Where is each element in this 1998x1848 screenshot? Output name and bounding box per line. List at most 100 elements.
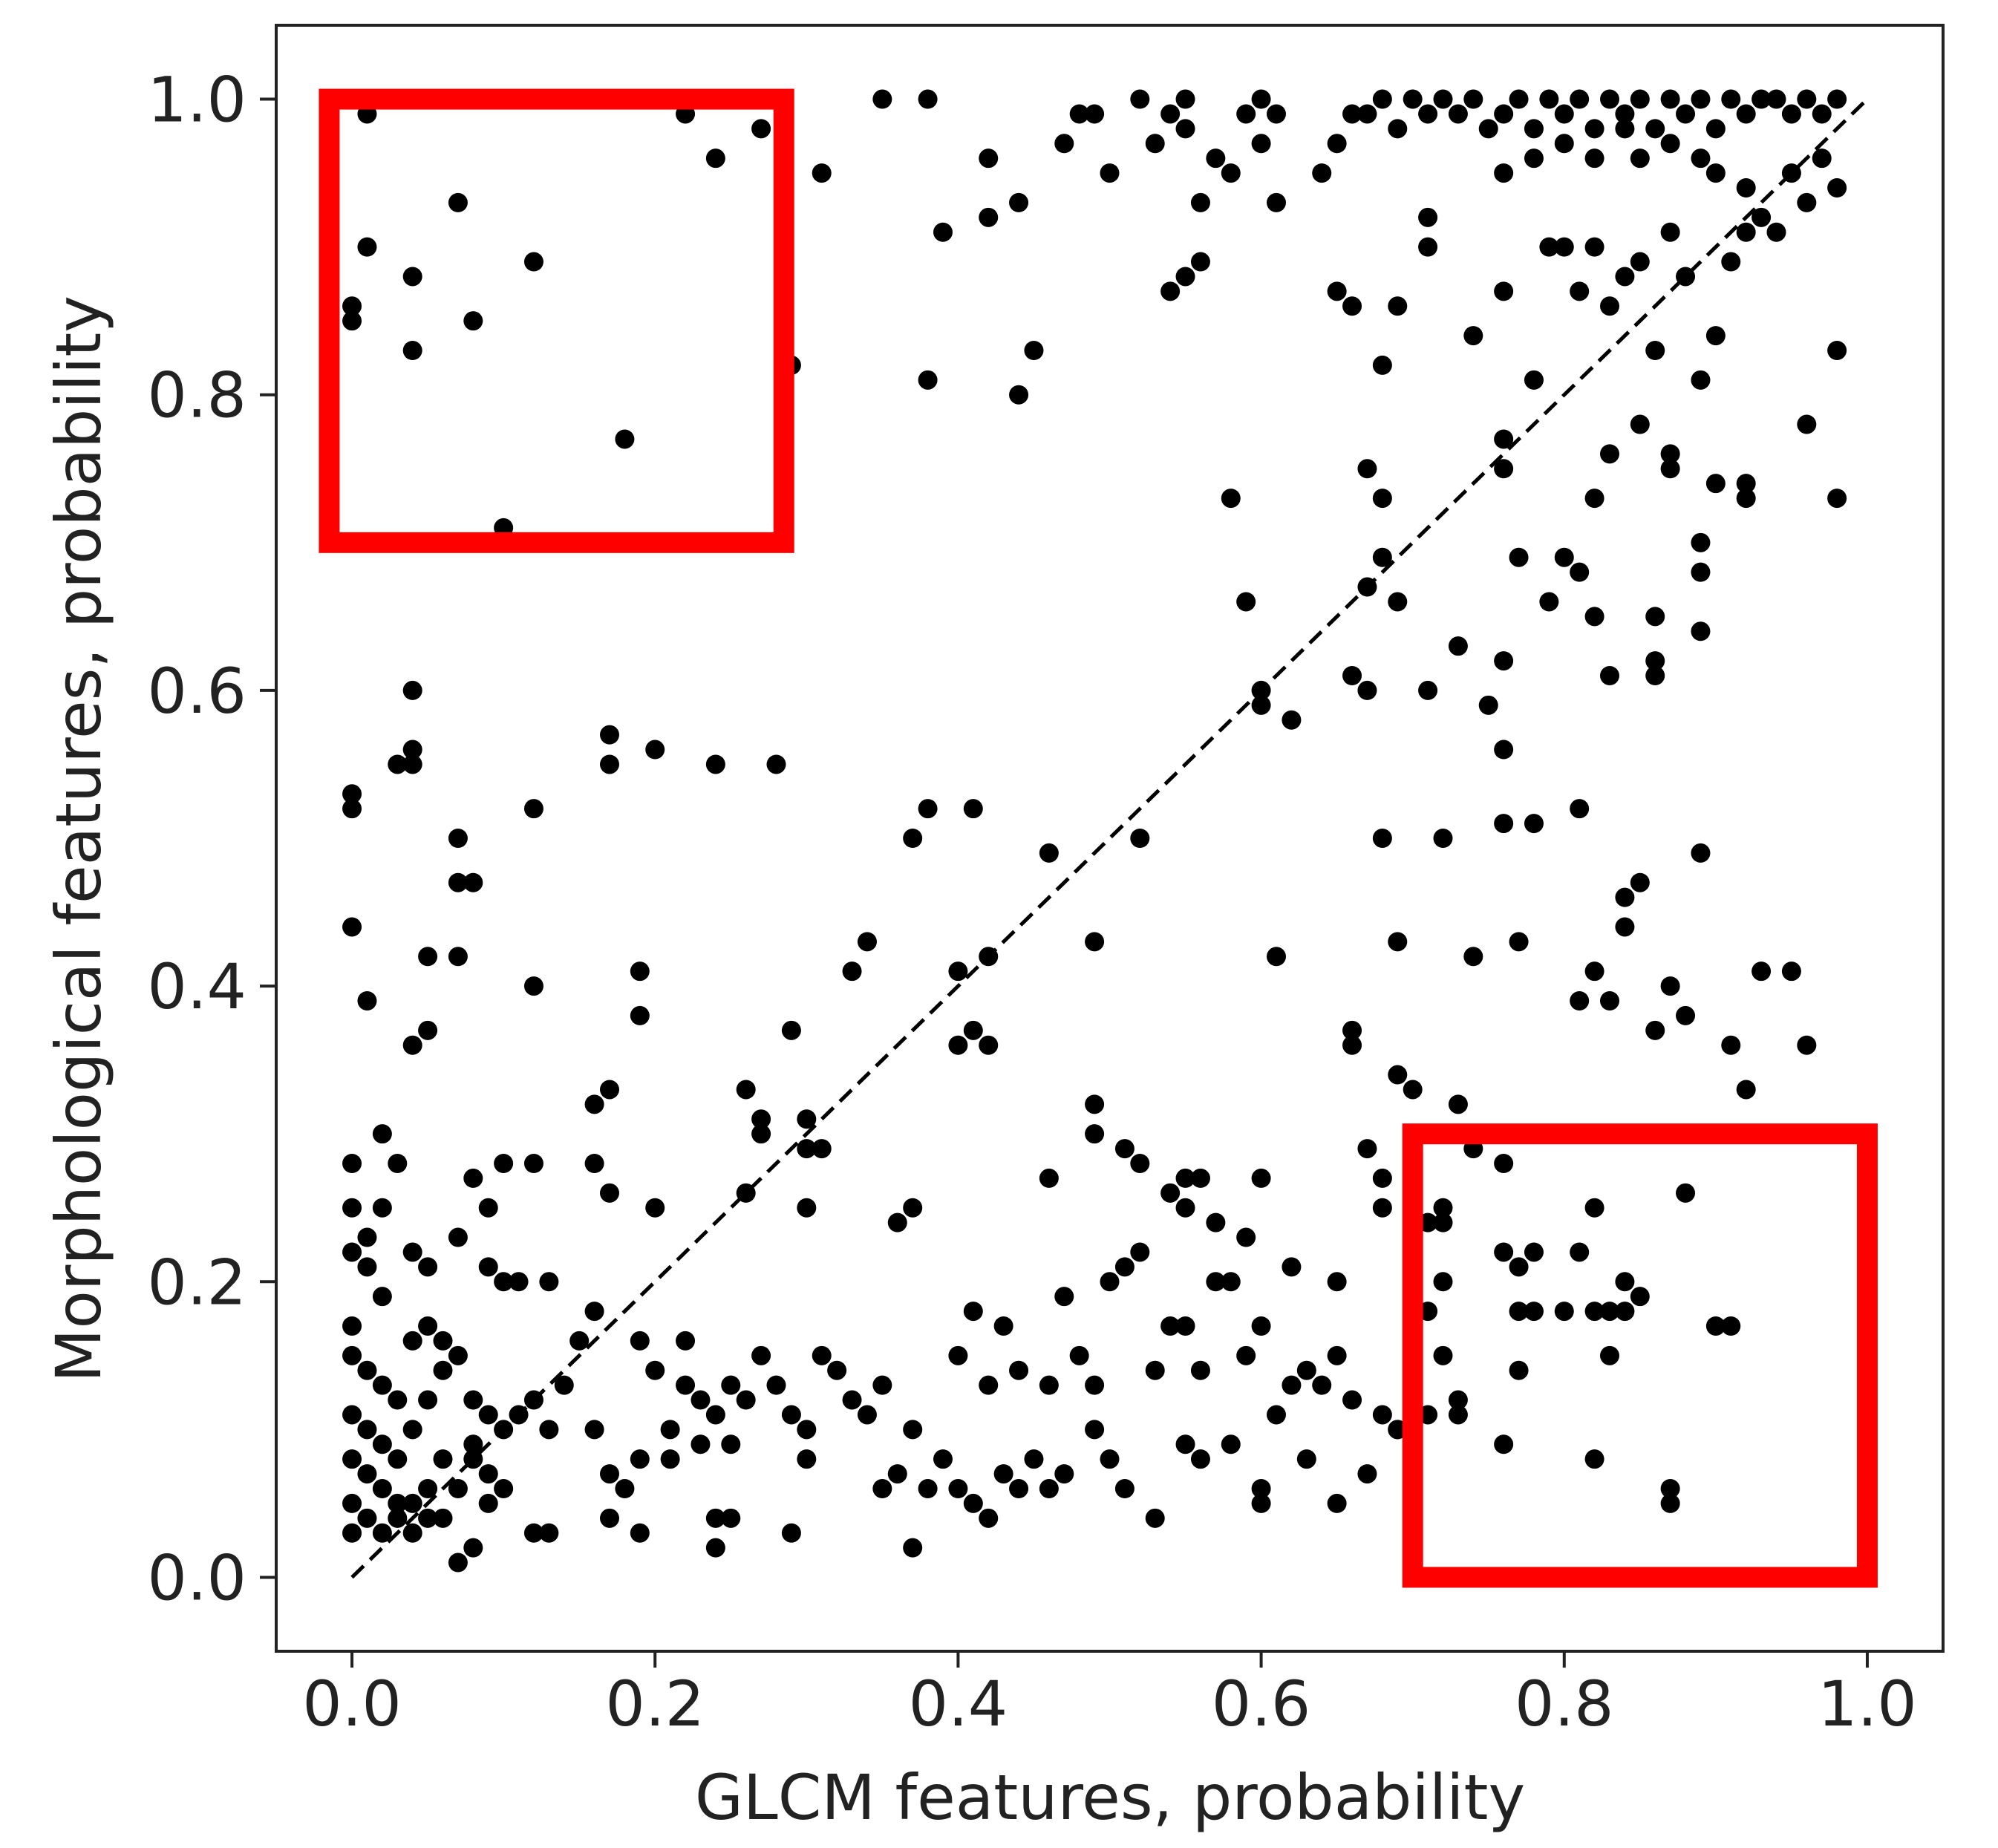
data-point — [342, 1493, 362, 1513]
data-point — [676, 1331, 696, 1351]
data-point — [569, 1331, 590, 1351]
data-point — [1433, 1212, 1453, 1232]
data-point — [1705, 1316, 1726, 1336]
data-point — [1705, 119, 1726, 139]
data-point — [1372, 1405, 1392, 1425]
data-point — [372, 1124, 392, 1144]
data-point — [357, 991, 377, 1010]
data-point — [1705, 474, 1726, 494]
data-point — [1827, 89, 1847, 109]
data-point — [812, 1345, 832, 1365]
data-point — [1570, 562, 1590, 582]
data-point — [539, 1523, 559, 1543]
data-point — [1388, 932, 1408, 952]
data-point — [1342, 296, 1362, 316]
data-point — [600, 1464, 619, 1484]
data-point — [979, 1508, 999, 1528]
data-point — [342, 1345, 362, 1365]
data-point — [751, 1109, 771, 1129]
data-point — [418, 1020, 438, 1040]
data-point — [1721, 89, 1741, 109]
data-point — [1494, 814, 1514, 834]
data-point — [736, 1080, 756, 1100]
data-point — [402, 1523, 422, 1543]
data-point — [1342, 666, 1362, 685]
data-point — [1327, 281, 1347, 301]
plot-frame — [275, 24, 1945, 1653]
data-point — [584, 1094, 604, 1114]
data-point — [1357, 104, 1377, 124]
data-point — [600, 1080, 619, 1100]
data-point — [1357, 459, 1377, 479]
data-point — [1100, 163, 1120, 183]
data-point — [1221, 1272, 1241, 1292]
data-point — [781, 1405, 801, 1425]
data-point — [797, 1139, 817, 1159]
data-point — [357, 1360, 377, 1380]
data-points-layer — [342, 89, 1847, 1573]
highlight-boxes-layer — [319, 88, 1878, 1588]
data-point — [388, 1449, 408, 1469]
data-point — [1827, 341, 1847, 360]
data-point — [402, 754, 422, 774]
data-point — [600, 725, 619, 745]
data-point — [418, 1390, 438, 1410]
data-point — [1357, 1464, 1377, 1484]
y-tick-label: 0.0 — [147, 1541, 247, 1614]
data-point — [1130, 89, 1150, 109]
data-point — [903, 1420, 923, 1440]
data-point — [1736, 474, 1756, 494]
data-point — [1251, 89, 1271, 109]
x-tick-label: 0.2 — [605, 1668, 705, 1740]
data-point — [645, 1360, 665, 1380]
data-point — [1615, 1302, 1635, 1322]
data-point — [494, 1479, 514, 1498]
data-point — [979, 148, 999, 169]
data-point — [1676, 267, 1696, 287]
data-point — [463, 311, 483, 331]
data-point — [1524, 1242, 1544, 1262]
data-point — [448, 872, 468, 892]
data-point — [1085, 1375, 1105, 1395]
data-point — [1827, 178, 1847, 197]
data-point — [1372, 1168, 1392, 1188]
data-point — [1206, 1212, 1226, 1232]
data-point — [342, 1449, 362, 1469]
data-point — [705, 1405, 725, 1425]
data-point — [963, 1020, 983, 1040]
data-point — [1630, 872, 1650, 892]
data-point — [1751, 89, 1772, 109]
data-point — [1584, 607, 1604, 627]
data-point — [402, 341, 422, 360]
data-point — [448, 1345, 468, 1365]
data-point — [918, 370, 938, 390]
data-point — [979, 947, 999, 967]
data-point — [509, 1405, 529, 1425]
data-point — [1797, 414, 1817, 434]
data-point — [1584, 237, 1604, 257]
data-point — [402, 1035, 422, 1055]
data-point — [1342, 1020, 1362, 1040]
data-point — [509, 1272, 529, 1292]
data-point — [1584, 1302, 1604, 1322]
data-point — [1584, 961, 1604, 982]
y-tick-label: 1.0 — [147, 64, 247, 137]
data-point — [1267, 192, 1286, 212]
data-point — [933, 222, 953, 242]
data-point — [1494, 739, 1514, 760]
data-point — [1615, 917, 1635, 937]
data-point — [903, 1198, 923, 1218]
data-point — [1721, 1035, 1741, 1055]
data-point — [751, 1345, 771, 1365]
data-point — [630, 1005, 650, 1025]
data-point — [1781, 163, 1801, 183]
data-point — [372, 1287, 392, 1307]
data-point — [1448, 1094, 1468, 1114]
data-point — [872, 89, 892, 109]
data-point — [1554, 547, 1574, 567]
data-point — [402, 1420, 422, 1440]
data-point — [463, 1449, 483, 1469]
data-point — [1509, 1257, 1529, 1277]
data-point — [645, 1198, 665, 1218]
data-point — [463, 1168, 483, 1188]
